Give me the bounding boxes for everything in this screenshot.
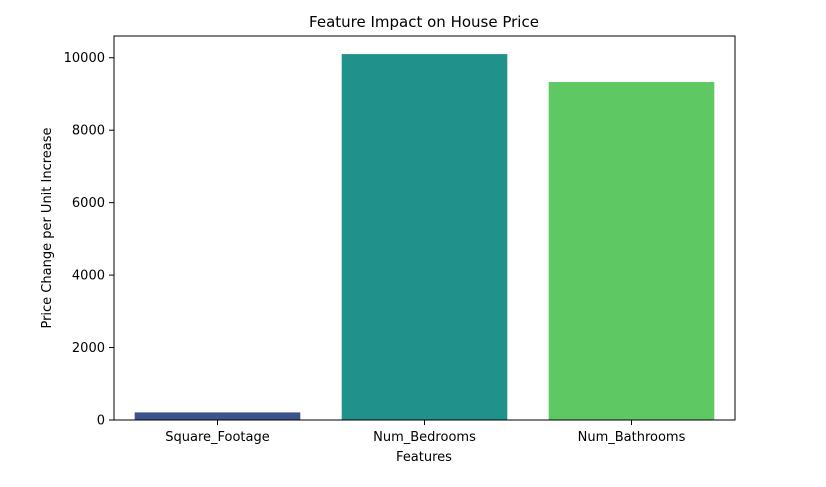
y-tick-label: 2000 <box>72 341 105 356</box>
plot-frame <box>113 35 736 421</box>
bars-layer <box>134 54 715 421</box>
x-tick-label: Square_Footage <box>165 430 270 445</box>
y-tick-label: 4000 <box>72 269 105 284</box>
y-tick-label: 6000 <box>72 196 105 211</box>
y-tick-label: 8000 <box>72 124 105 139</box>
bar-num-bathrooms <box>548 82 715 420</box>
x-tick-label: Num_Bathrooms <box>578 430 686 445</box>
x-axis: Square_Footage Num_Bedrooms Num_Bathrooms <box>165 420 686 445</box>
bar-num-bedrooms <box>341 54 508 421</box>
y-tick-label: 0 <box>97 414 105 429</box>
y-axis: 0 2000 4000 6000 8000 10000 <box>64 51 114 429</box>
bar-square-footage <box>134 412 301 420</box>
y-axis-label: Price Change per Unit Increase <box>40 127 55 328</box>
x-tick-label: Num_Bedrooms <box>373 430 476 445</box>
y-tick-label: 10000 <box>64 51 105 66</box>
chart-title: Feature Impact on House Price <box>309 13 539 31</box>
x-axis-label: Features <box>396 450 452 465</box>
